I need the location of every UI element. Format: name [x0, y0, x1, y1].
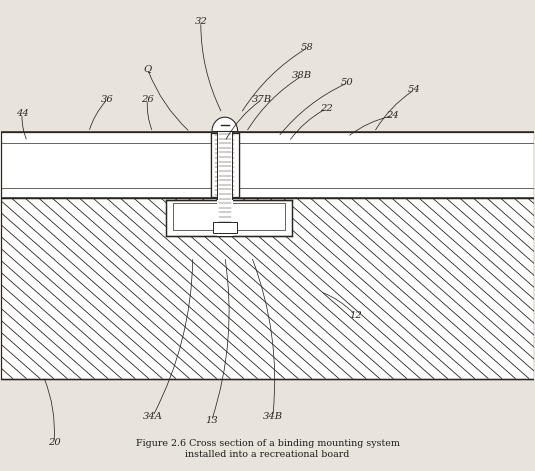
Polygon shape [212, 117, 238, 131]
Bar [217, 130, 232, 232]
Text: Figure 2.6 Cross section of a binding mounting system
installed into a recreatio: Figure 2.6 Cross section of a binding mo… [135, 439, 400, 459]
Text: 38B: 38B [292, 71, 312, 81]
Text: 32: 32 [194, 17, 207, 26]
Bar [213, 222, 237, 233]
Text: Q: Q [143, 64, 151, 73]
Text: 37B: 37B [252, 95, 272, 104]
Text: 54: 54 [408, 85, 421, 94]
Bar [166, 200, 292, 236]
Text: 20: 20 [48, 438, 60, 447]
Bar [211, 133, 239, 197]
Text: 36: 36 [101, 95, 114, 104]
Text: 50: 50 [341, 78, 354, 88]
Text: 26: 26 [141, 95, 154, 104]
Bar [1, 198, 534, 379]
Bar [1, 132, 211, 198]
Text: 44: 44 [16, 109, 28, 118]
Text: 13: 13 [205, 416, 218, 425]
Text: 12: 12 [349, 311, 362, 320]
Bar [217, 200, 233, 236]
Text: 24: 24 [386, 111, 399, 120]
Text: 34A: 34A [143, 412, 163, 421]
Bar [239, 132, 534, 198]
Text: 34B: 34B [263, 412, 283, 421]
Text: 58: 58 [301, 43, 314, 52]
Text: 22: 22 [320, 104, 333, 113]
Bar [172, 203, 285, 230]
